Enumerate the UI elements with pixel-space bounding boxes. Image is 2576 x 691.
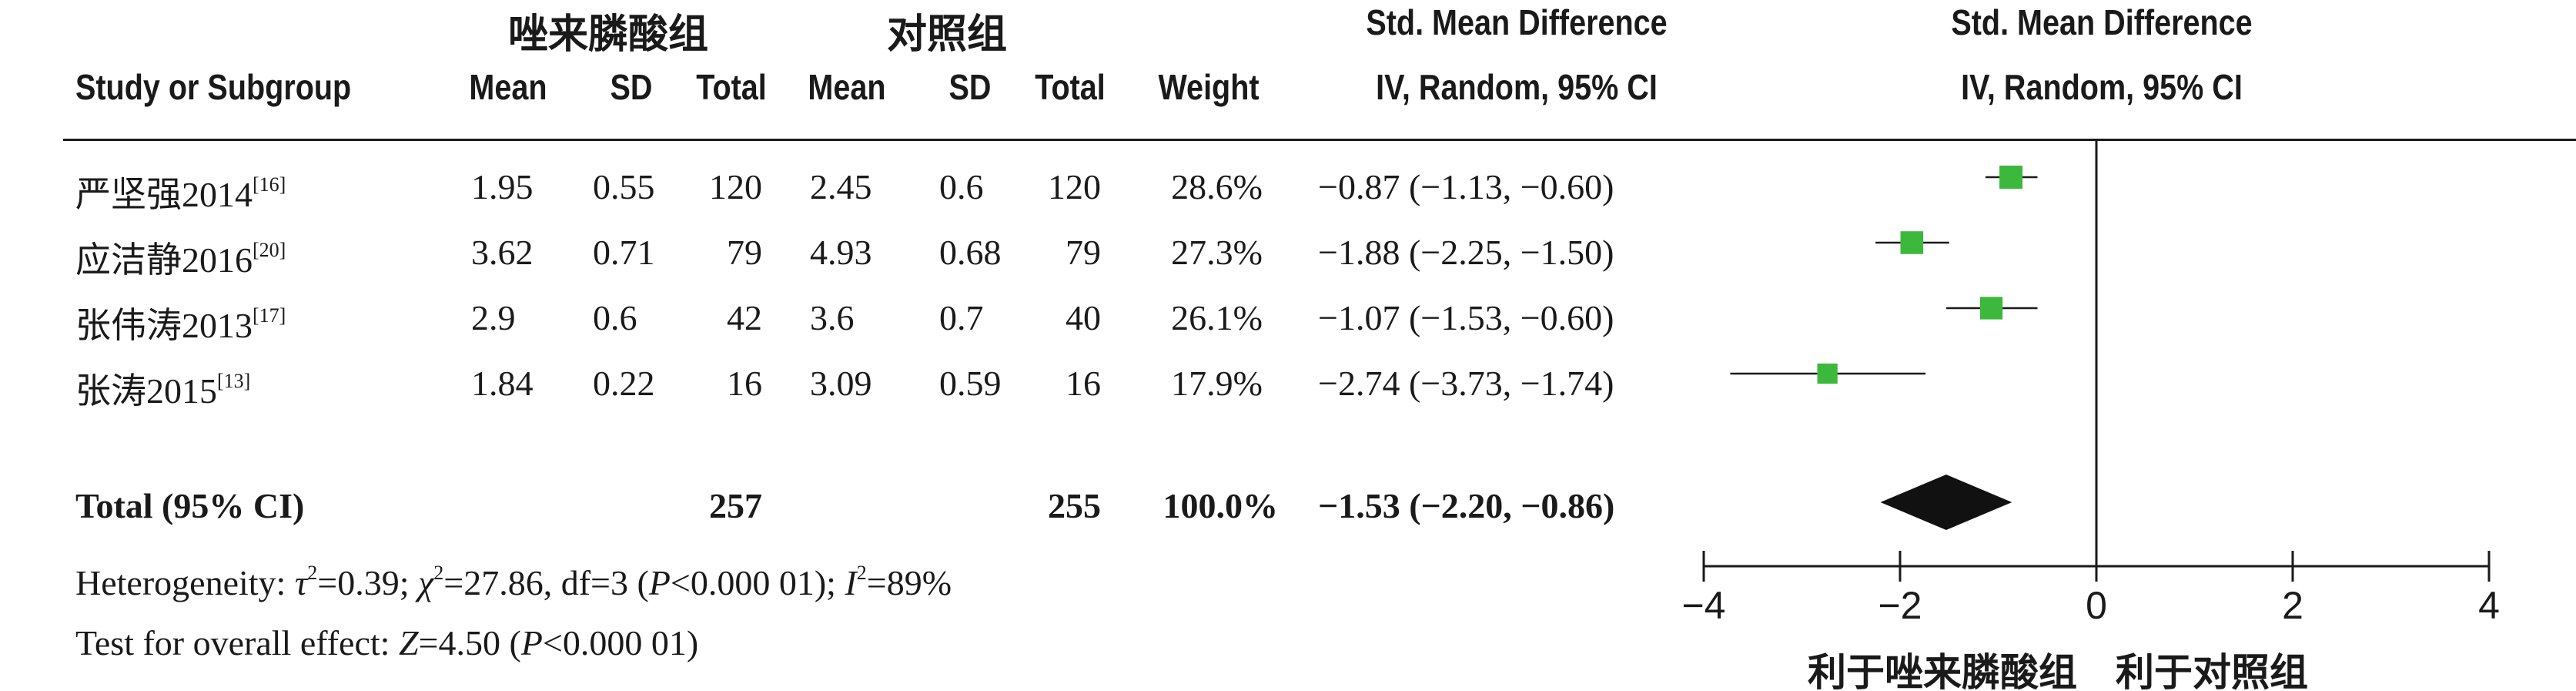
treatment-total: 16 [727,364,762,403]
control-sd: 0.59 [939,364,1002,403]
study-name: 张伟涛2013[17] [75,304,286,346]
control-sd: 0.6 [939,167,984,206]
plot-header-smd-method: IV, Random, 95% CI [1961,67,2243,107]
study-weight: 28.6% [1171,167,1263,206]
favours-left-label: 利于唑来膦酸组 [1808,651,2077,691]
col-header-treatment-mean: Mean [469,67,547,107]
treatment-total: 42 [727,298,762,337]
control-sd: 0.68 [939,233,1002,272]
heterogeneity-text: Heterogeneity: τ2=0.39; χ2=27.86, df=3 (… [75,562,952,603]
x-tick-label: 0 [2086,584,2107,627]
control-total: 40 [1066,298,1101,337]
overall-effect-text: Test for overall effect: Z=4.50 (P<0.000… [75,623,699,662]
treatment-sd: 0.55 [593,167,655,206]
control-sd: 0.7 [939,298,984,337]
col-header-smd-title: Std. Mean Difference [1366,2,1668,42]
x-tick-label: 2 [2282,584,2303,627]
study-name: 应洁静2016[20] [75,239,286,280]
treatment-total: 120 [709,167,762,206]
total-diamond [1880,475,2012,530]
study-weight: 17.9% [1171,364,1263,403]
x-tick-label: 4 [2478,584,2500,627]
total-label: Total (95% CI) [75,486,305,525]
study-weight: 26.1% [1171,298,1263,337]
treatment-mean: 3.62 [471,233,534,272]
x-tick-label: −2 [1878,584,1922,627]
favours-right-label: 利于对照组 [2116,651,2308,691]
treatment-sd: 0.22 [593,364,655,403]
study-marker [1900,231,1924,254]
total-treatment-n: 257 [709,486,762,525]
study-ci-text: −1.07 (−1.53, −0.60) [1318,298,1614,337]
control-total: 120 [1048,167,1101,206]
header-rule [63,139,2576,141]
treatment-sd: 0.6 [593,298,637,337]
col-header-control-total: Total [1035,67,1106,107]
study-name: 张涛2015[13] [75,370,251,411]
plot-header-smd-title: Std. Mean Difference [1951,2,2253,42]
col-header-control-mean: Mean [808,67,886,107]
col-header-treatment-total: Total [696,67,767,107]
col-header-study: Study or Subgroup [75,67,352,107]
study-weight: 27.3% [1171,233,1263,272]
total-ci-text: −1.53 (−2.20, −0.86) [1318,486,1615,525]
treatment-sd: 0.71 [593,233,655,272]
group-header-control: 对照组 [886,12,1007,57]
study-ci-text: −2.74 (−3.73, −1.74) [1318,364,1614,403]
total-weight: 100.0% [1163,486,1279,525]
treatment-mean: 2.9 [471,298,516,337]
control-mean: 2.45 [810,167,872,206]
group-header-treatment: 唑来膦酸组 [507,12,708,57]
control-mean: 3.6 [810,298,855,337]
study-marker [1817,363,1838,384]
col-header-control-sd: SD [948,67,992,107]
study-ci-text: −1.88 (−2.25, −1.50) [1318,233,1614,272]
control-mean: 4.93 [810,233,872,272]
study-name: 严坚强2014[16] [75,173,286,215]
x-tick-label: −4 [1681,584,1725,627]
total-control-n: 255 [1048,486,1101,525]
treatment-total: 79 [727,233,762,272]
treatment-mean: 1.95 [471,167,534,206]
study-ci-text: −0.87 (−1.13, −0.60) [1318,167,1614,206]
col-header-smd-method: IV, Random, 95% CI [1376,67,1658,107]
control-mean: 3.09 [810,364,872,403]
study-marker [1979,297,2003,320]
control-total: 79 [1066,233,1101,272]
study-marker [1999,166,2023,189]
treatment-mean: 1.84 [471,364,534,403]
col-header-weight: Weight [1158,67,1260,107]
col-header-treatment-sd: SD [610,67,653,107]
control-total: 16 [1066,364,1101,403]
